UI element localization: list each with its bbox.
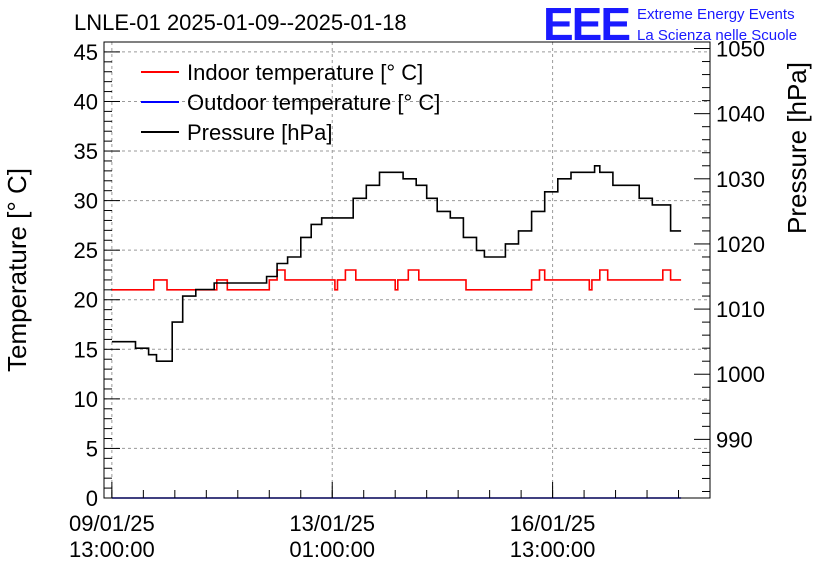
- y2-axis-title: Pressure [hPa]: [782, 62, 812, 234]
- y2-tick-label: 1030: [716, 167, 765, 192]
- y-tick-label: 25: [74, 238, 98, 263]
- y-tick-label: 45: [74, 40, 98, 65]
- legend-label-1: Outdoor temperature [° C]: [187, 90, 440, 115]
- series-line-0: [111, 269, 682, 291]
- x-tick-label-date: 13/01/25: [289, 511, 375, 536]
- y-tick-label: 20: [74, 288, 98, 313]
- x-tick-label-time: 13:00:00: [510, 537, 596, 562]
- y-tick-label: 15: [74, 337, 98, 362]
- series-line-2: [111, 165, 682, 362]
- y2-tick-label: 1020: [716, 232, 765, 257]
- y-tick-label: 0: [86, 486, 98, 511]
- y2-tick-label: 1050: [716, 37, 765, 62]
- legend-label-2: Pressure [hPa]: [187, 120, 333, 145]
- y-tick-label: 35: [74, 139, 98, 164]
- x-tick-label-date: 16/01/25: [510, 511, 596, 536]
- y-tick-label: 10: [74, 387, 98, 412]
- y-axis-title: Temperature [° C]: [2, 168, 32, 372]
- legend-label-0: Indoor temperature [° C]: [187, 60, 423, 85]
- y-tick-label: 40: [74, 89, 98, 114]
- y-tick-label: 5: [86, 436, 98, 461]
- series-layer: [111, 165, 682, 499]
- x-tick-label-time: 13:00:00: [69, 537, 155, 562]
- y-tick-label: 30: [74, 189, 98, 214]
- labels-layer: 0 5 10 15 20 25 30 35 40 45 990 1000 1010 1020 1030 104…: [69, 37, 765, 562]
- logo-line2: La Scienza nelle Scuole: [637, 27, 797, 44]
- y2-tick-label: 1040: [716, 102, 765, 127]
- y2-tick-label: 990: [716, 427, 753, 452]
- y2-tick-label: 1000: [716, 362, 765, 387]
- x-tick-label-date: 09/01/25: [69, 511, 155, 536]
- logo: EEE Extreme Energy Events La Scienza nel…: [543, 0, 797, 50]
- logo-mark: EEE: [543, 0, 629, 50]
- x-tick-label-time: 01:00:00: [289, 537, 375, 562]
- logo-line1: Extreme Energy Events: [637, 6, 795, 23]
- chart-title: LNLE-01 2025-01-09--2025-01-18: [74, 10, 407, 35]
- ticks-layer: [104, 41, 711, 499]
- y2-tick-label: 1010: [716, 297, 765, 322]
- legend: Indoor temperature [° C] Outdoor temperat…: [141, 60, 440, 145]
